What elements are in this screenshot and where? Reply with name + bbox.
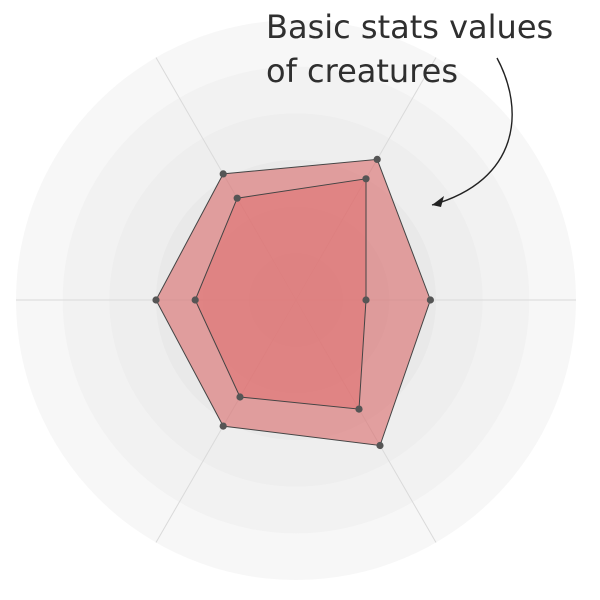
data-point-s1-6	[376, 441, 384, 450]
data-point-s1-3	[219, 170, 227, 178]
data-point-s1-4	[152, 296, 160, 304]
data-point-s2-2	[362, 175, 370, 183]
annotation-line-2: of creatures	[266, 52, 458, 90]
series-layer	[155, 158, 431, 447]
data-point-s1-1	[426, 296, 434, 304]
data-point-s2-5	[236, 393, 244, 401]
data-point-s1-2	[373, 155, 381, 163]
data-point-s2-1	[362, 296, 370, 304]
annotation-arrowhead	[432, 196, 444, 207]
data-point-s2-3	[233, 194, 241, 202]
annotation: Basic stats values of creatures	[266, 8, 553, 207]
points-layer	[152, 155, 434, 450]
annotation-arrow	[431, 57, 513, 206]
data-point-s1-5	[219, 422, 227, 430]
data-point-s2-6	[355, 405, 363, 413]
annotation-line-1: Basic stats values	[266, 8, 553, 46]
data-point-s2-4	[191, 296, 199, 304]
